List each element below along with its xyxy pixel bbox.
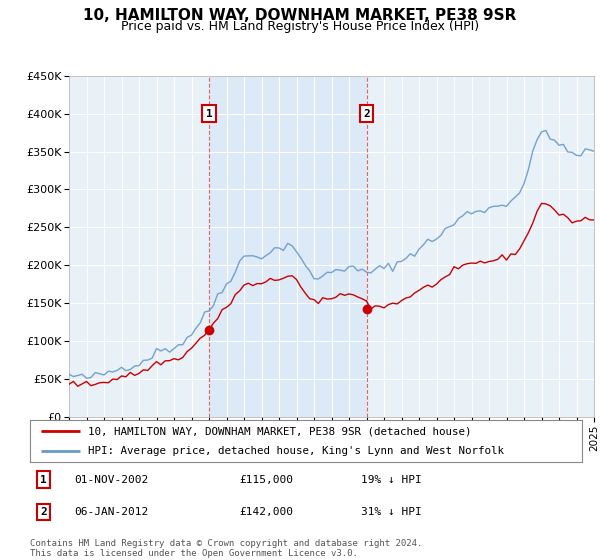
- Bar: [209, 76, 367, 417]
- Text: 1: 1: [206, 109, 212, 119]
- Text: Contains HM Land Registry data © Crown copyright and database right 2024.: Contains HM Land Registry data © Crown c…: [30, 539, 422, 548]
- Text: 10, HAMILTON WAY, DOWNHAM MARKET, PE38 9SR: 10, HAMILTON WAY, DOWNHAM MARKET, PE38 9…: [83, 8, 517, 24]
- Text: 31% ↓ HPI: 31% ↓ HPI: [361, 507, 422, 517]
- Text: Price paid vs. HM Land Registry's House Price Index (HPI): Price paid vs. HM Land Registry's House …: [121, 20, 479, 32]
- Text: 1: 1: [40, 474, 47, 484]
- Text: £142,000: £142,000: [240, 507, 294, 517]
- Text: This data is licensed under the Open Government Licence v3.0.: This data is licensed under the Open Gov…: [30, 549, 358, 558]
- Text: 2: 2: [363, 109, 370, 119]
- Text: 10, HAMILTON WAY, DOWNHAM MARKET, PE38 9SR (detached house): 10, HAMILTON WAY, DOWNHAM MARKET, PE38 9…: [88, 426, 472, 436]
- Text: 06-JAN-2012: 06-JAN-2012: [74, 507, 148, 517]
- Text: £115,000: £115,000: [240, 474, 294, 484]
- Text: 2: 2: [40, 507, 47, 517]
- Text: HPI: Average price, detached house, King's Lynn and West Norfolk: HPI: Average price, detached house, King…: [88, 446, 504, 456]
- Text: 01-NOV-2002: 01-NOV-2002: [74, 474, 148, 484]
- Text: 19% ↓ HPI: 19% ↓ HPI: [361, 474, 422, 484]
